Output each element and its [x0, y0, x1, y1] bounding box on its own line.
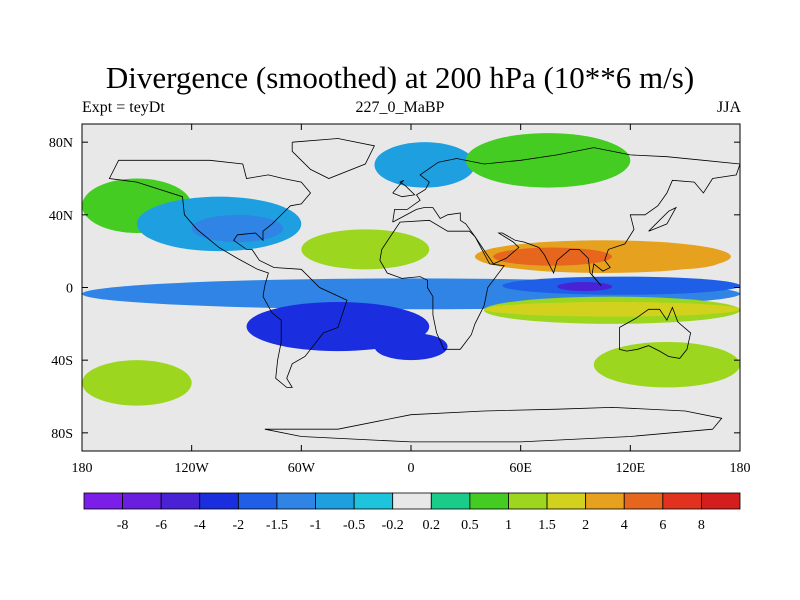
colorbar-label: 0.5 [461, 518, 479, 533]
y-tick-label: 40S [51, 354, 73, 369]
divergence-field [82, 133, 740, 406]
colorbar-swatch [122, 492, 162, 510]
field-region [191, 214, 284, 243]
x-tick-label: 180 [72, 461, 93, 476]
colorbar-swatch [469, 492, 509, 510]
colorbar-swatch [701, 492, 741, 510]
x-tick-label: 60W [288, 461, 316, 476]
coastline [108, 159, 348, 388]
coastline [392, 179, 416, 198]
colorbar-label: -0.5 [343, 518, 365, 533]
colorbar-swatch [430, 492, 471, 510]
colorbar-swatch [83, 492, 123, 510]
colorbar-swatch [508, 492, 548, 510]
colorbar-label: -6 [155, 518, 167, 533]
y-tick-label: 80S [51, 427, 73, 442]
colorbar-swatch [237, 492, 278, 510]
coastline [619, 306, 692, 359]
colorbar-label: 1 [505, 518, 512, 533]
x-axis: 180 120W 60W 0 60E 120E 180 [72, 124, 751, 476]
coastlines [108, 138, 740, 443]
colorbar-swatch [585, 492, 625, 510]
colorbar-label: 6 [659, 518, 666, 533]
x-tick-label: 120E [616, 461, 646, 476]
colorbar-swatch [662, 492, 702, 510]
field-region [82, 360, 192, 406]
colorbar-label: -8 [117, 518, 129, 533]
field-region [557, 282, 613, 292]
colorbar-swatch [392, 492, 432, 510]
coastline [291, 138, 375, 179]
y-tick-label: 40N [49, 209, 73, 224]
run-label: 227_0_MaBP [355, 99, 445, 116]
field-region [301, 229, 430, 270]
colorbar-label: -1.5 [266, 518, 288, 533]
field-region [593, 342, 740, 388]
colorbar-swatch [276, 492, 316, 510]
field-region [630, 251, 722, 270]
colorbar-label: 0.2 [423, 518, 441, 533]
colorbar-swatch [546, 492, 587, 510]
colorbar-label: 4 [621, 518, 628, 533]
map-area [82, 124, 740, 451]
field-region [502, 276, 740, 295]
x-tick-label: 120W [175, 461, 210, 476]
chart-title: Divergence (smoothed) at 200 hPa (10**6 … [105, 60, 695, 95]
colorbar-swatch [353, 492, 394, 510]
colorbar-label: -4 [194, 518, 206, 533]
coastline [379, 219, 505, 350]
colorbar-swatch [160, 492, 201, 510]
field-region [484, 302, 740, 317]
colorbar: -8 -6 -4 -2 -1.5 -1 -0.5 -0.2 0.2 0.5 1 1.5 2 4 6 8 [83, 492, 741, 533]
season-label: JJA [716, 99, 741, 116]
experiment-label: Expt = teyDt [82, 99, 165, 116]
x-tick-label: 0 [408, 461, 415, 476]
colorbar-swatch [623, 492, 664, 510]
colorbar-label: 2 [582, 518, 589, 533]
y-tick-label: 80N [49, 136, 73, 151]
colorbar-swatch [315, 492, 355, 510]
colorbar-label: 8 [698, 518, 705, 533]
field-region [465, 133, 631, 188]
colorbar-label: 1.5 [538, 518, 556, 533]
x-tick-label: 180 [730, 461, 751, 476]
coastline [392, 147, 740, 286]
y-tick-label: 0 [66, 282, 73, 297]
y-axis: 80N 40N 0 40S 80S [49, 136, 740, 442]
x-tick-label: 60E [509, 461, 532, 476]
coastline [264, 406, 723, 443]
colorbar-label: -2 [233, 518, 245, 533]
field-region [493, 247, 613, 266]
colorbar-swatch [199, 492, 239, 510]
colorbar-label: -0.2 [382, 518, 404, 533]
field-region [374, 332, 448, 361]
colorbar-label: -1 [310, 518, 322, 533]
field-region [374, 142, 475, 188]
coastline [648, 206, 677, 232]
